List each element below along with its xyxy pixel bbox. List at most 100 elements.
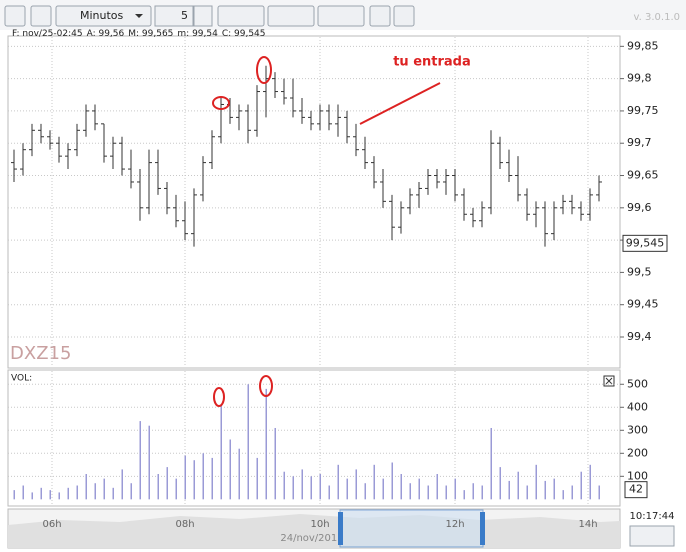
- volume-bar: [526, 485, 528, 500]
- sum-button[interactable]: [369, 5, 391, 27]
- y-tick-label: 200: [627, 446, 648, 459]
- volume-bar: [373, 464, 375, 500]
- volume-bar: [247, 384, 249, 500]
- annotation-line: [359, 82, 441, 125]
- last-price-label: 99,545: [626, 236, 665, 249]
- volume-bar: [148, 425, 150, 500]
- volume-bar: [292, 476, 294, 500]
- delete-button[interactable]: [30, 5, 52, 27]
- y-tick-label: 300: [627, 423, 648, 436]
- version: v. 3.0.1.0: [634, 12, 680, 23]
- highlight-circle: [212, 96, 230, 110]
- y-tick-label: 99,75: [627, 104, 659, 117]
- navigator-handle[interactable]: [338, 512, 343, 545]
- volume-label: VOL:: [11, 374, 32, 384]
- volume-bar: [580, 471, 582, 500]
- chart-type-button[interactable]: [217, 5, 265, 27]
- volume-bar: [175, 478, 177, 500]
- y-tick-label: 99,85: [627, 39, 659, 52]
- annotation-text: tu entrada: [393, 55, 471, 70]
- y-tick-label: 100: [627, 469, 648, 482]
- cursor-button[interactable]: [317, 5, 365, 27]
- volume-bar: [166, 467, 168, 500]
- volume-bar: [85, 474, 87, 500]
- volume-bar: [517, 471, 519, 500]
- volume-bar: [112, 487, 114, 500]
- close-icon: [605, 377, 613, 385]
- volume-bar: [67, 487, 69, 500]
- volume-bar: [319, 474, 321, 500]
- volume-bar: [139, 421, 141, 500]
- volume-bar: [202, 453, 204, 500]
- volume-bar: [535, 464, 537, 500]
- volume-bar: [454, 478, 456, 500]
- interval-input[interactable]: [154, 5, 194, 27]
- volume-bar: [238, 448, 240, 500]
- volume-bar: [130, 483, 132, 500]
- period-dropdown[interactable]: [55, 5, 152, 27]
- date-label: 24/nov/2015: [280, 533, 343, 544]
- volume-bar: [31, 492, 33, 500]
- header-field: F: nov/25-02:45: [12, 29, 83, 39]
- volume-bar: [364, 483, 366, 500]
- navigator-handle[interactable]: [480, 512, 485, 545]
- y-tick-label: 99,5: [627, 265, 652, 278]
- volume-bar: [445, 485, 447, 500]
- volume-bar: [346, 478, 348, 500]
- volume-bar: [418, 478, 420, 500]
- y-tick-label: 99,4: [627, 330, 652, 343]
- period-label: Minutos: [80, 9, 124, 22]
- header-field: m: 99,54: [177, 29, 218, 39]
- last-volume-label: 42: [629, 483, 643, 496]
- nav-buttons[interactable]: [629, 525, 675, 547]
- volume-bar: [256, 457, 258, 500]
- volume-bar: [436, 474, 438, 500]
- header-field: A: 99,56: [87, 29, 125, 39]
- highlight-circle: [256, 56, 272, 84]
- time-label: 06h: [42, 519, 61, 530]
- interval-value: 5: [181, 9, 188, 22]
- y-tick-label: 99,8: [627, 72, 652, 85]
- clock: 10:17:44: [630, 511, 675, 522]
- volume-bar: [94, 483, 96, 500]
- volume-bar: [157, 474, 159, 500]
- interval-dropdown[interactable]: [193, 5, 213, 27]
- settings-button[interactable]: [393, 5, 415, 27]
- save-button[interactable]: [4, 5, 26, 27]
- volume-bar: [58, 492, 60, 500]
- volume-bar: [553, 478, 555, 500]
- y-tick-label: 99,45: [627, 298, 659, 311]
- volume-bar: [481, 485, 483, 500]
- volume-bar: [490, 427, 492, 500]
- volume-bar: [499, 467, 501, 500]
- y-tick-label: 99,7: [627, 136, 652, 149]
- volume-bar: [13, 490, 15, 500]
- volume-bar: [472, 483, 474, 500]
- volume-bar: [265, 388, 267, 500]
- watermark: DXZ15: [10, 343, 71, 364]
- price-panel: [7, 35, 621, 369]
- volume-bar: [400, 474, 402, 500]
- volume-bar: [463, 490, 465, 500]
- y-tick-label: 500: [627, 377, 648, 390]
- y-tick-label: 99,65: [627, 169, 659, 182]
- time-label: 14h: [578, 519, 597, 530]
- volume-bar: [382, 478, 384, 500]
- volume-panel: [7, 369, 621, 507]
- volume-bar: [571, 485, 573, 500]
- volume-bar: [508, 480, 510, 500]
- highlight-circle: [213, 387, 225, 407]
- volume-bar: [544, 480, 546, 500]
- volume-bar: [40, 487, 42, 500]
- volume-bar: [193, 460, 195, 500]
- volume-bar: [76, 485, 78, 500]
- header-field: M: 99,565: [128, 29, 173, 39]
- volume-bar: [184, 455, 186, 500]
- volume-bar: [229, 439, 231, 500]
- indicators-button[interactable]: [267, 5, 315, 27]
- volume-bar: [355, 469, 357, 500]
- volume-bar: [589, 464, 591, 500]
- volume-bar: [310, 476, 312, 500]
